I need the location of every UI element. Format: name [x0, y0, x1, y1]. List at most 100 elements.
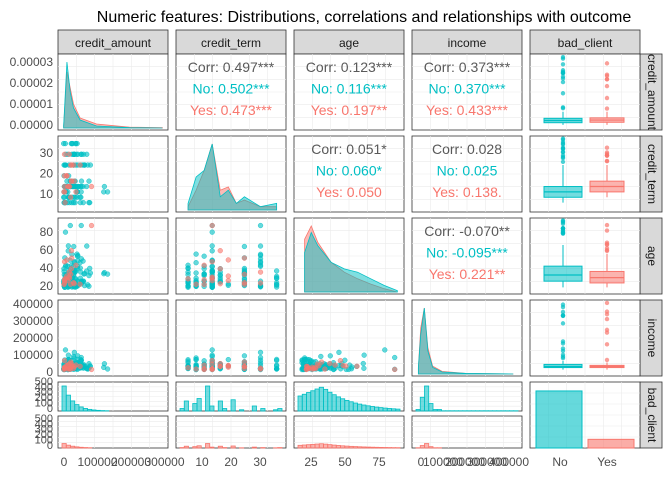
point-Yes [242, 280, 247, 285]
point-Yes [186, 276, 191, 281]
outlier-No [561, 302, 565, 306]
point-Yes [311, 366, 316, 371]
hist-bar-Yes [252, 447, 256, 448]
point-Yes [210, 259, 215, 264]
ytick-density: 0.00003 [10, 55, 54, 69]
point-No [300, 360, 305, 365]
hist-bar-No [420, 397, 424, 411]
hist-bar-Yes [349, 446, 353, 448]
point-No [72, 152, 77, 157]
outlier-No [561, 231, 565, 235]
point-No [382, 348, 387, 353]
hist-bar-Yes [345, 446, 349, 448]
point-No [75, 184, 80, 189]
point-No [79, 179, 84, 184]
outlier-Yes [605, 301, 609, 305]
point-Yes [210, 278, 215, 283]
point-Yes [333, 363, 338, 368]
hist-bar-No [180, 409, 184, 412]
hist-bar-Yes [328, 445, 332, 448]
point-No [68, 223, 73, 228]
ytick-count-yes: 500 [35, 413, 53, 425]
hist-bar-Yes [319, 444, 323, 448]
hist-bar-No [210, 406, 214, 411]
corr-total: Corr: 0.373*** [424, 59, 511, 75]
point-Yes [322, 367, 327, 372]
col-strip-label-age: age [339, 36, 359, 50]
point-No [87, 200, 92, 205]
outlier-No [561, 155, 565, 159]
xtick-credit_amount: 0 [61, 455, 68, 469]
point-No [258, 223, 263, 228]
corr-yes: Yes: 0.433*** [426, 102, 509, 118]
hist-bar-No [370, 406, 374, 411]
point-No [226, 357, 231, 362]
hist-bar-Yes [353, 447, 357, 448]
hist-bar-Yes [193, 447, 197, 448]
hist-bar-No [396, 409, 400, 411]
point-No [87, 284, 92, 289]
hist-bar-No [83, 408, 87, 411]
outlier-No [561, 140, 565, 144]
hist-bar-No [88, 409, 92, 411]
hist-bar-No [379, 408, 383, 411]
outlier-No [561, 91, 565, 95]
corr-no: No: 0.502*** [192, 81, 270, 97]
outlier-Yes [605, 243, 609, 247]
panel-income-credit_term [176, 300, 286, 376]
row-strip-label-income: income [645, 319, 659, 358]
point-No [79, 223, 84, 228]
hist-bar-No [240, 410, 244, 411]
corr-no: No: 0.370*** [428, 81, 506, 97]
ytick-income: 200000 [13, 331, 53, 345]
hist-credit_amount-No [58, 382, 168, 411]
point-No [87, 179, 92, 184]
point-Yes [226, 258, 231, 263]
hist-bar-Yes [302, 445, 306, 448]
point-No [186, 266, 191, 271]
hist-bar-No [324, 389, 328, 411]
point-Yes [69, 256, 74, 261]
panel-credit_amount-credit_amount [58, 54, 168, 130]
corr-total: Corr: 0.051* [311, 141, 387, 157]
hist-bar-No [336, 397, 340, 411]
hist-income-Yes [412, 416, 522, 448]
point-Yes [218, 281, 223, 286]
corr-total: Corr: 0.123*** [306, 59, 393, 75]
point-Yes [78, 163, 83, 168]
point-No [210, 230, 215, 235]
panel-income-bad_client [530, 300, 640, 376]
panel-credit_term-age: Corr: 0.051*No: 0.060*Yes: 0.050 [294, 136, 404, 212]
point-Yes [355, 364, 360, 369]
hist-bar-No [315, 389, 319, 411]
point-No [242, 266, 247, 271]
hist-bar-No [218, 401, 222, 411]
point-No [84, 366, 89, 371]
outlier-Yes [605, 61, 609, 65]
outlier-Yes [605, 145, 609, 149]
ytick-income: 100000 [13, 348, 53, 362]
corr-yes: Yes: 0.197** [311, 102, 388, 118]
point-No [210, 264, 215, 269]
row-strip-label-age: age [645, 246, 659, 266]
panel-income-age [294, 300, 404, 376]
hist-bar-No [96, 410, 100, 411]
point-No [75, 353, 80, 358]
point-Yes [62, 173, 67, 178]
outlier-No [561, 71, 565, 75]
hist-bar-No [375, 407, 379, 411]
hist-income-No [412, 382, 522, 411]
point-No [258, 244, 263, 249]
point-No [258, 355, 263, 360]
point-No [78, 276, 83, 281]
hist-bar-No [75, 405, 79, 411]
bar-Yes [588, 439, 634, 448]
xtick-age: 75 [372, 455, 386, 469]
point-No [61, 195, 66, 200]
outlier-No [561, 218, 565, 222]
point-No [362, 353, 367, 358]
hist-bar-Yes [429, 447, 433, 448]
hist-bar-Yes [184, 446, 188, 448]
xtick-credit_amount: 300000 [144, 455, 184, 469]
hist-bar-Yes [307, 445, 311, 448]
